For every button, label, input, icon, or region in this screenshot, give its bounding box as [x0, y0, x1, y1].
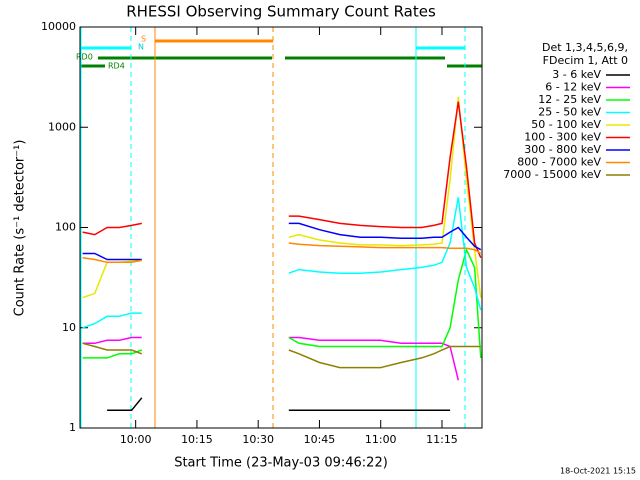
y-tick-label: 10 [62, 321, 76, 334]
series-line [82, 197, 482, 329]
series-line [82, 247, 482, 359]
flag-label: RD0 [76, 53, 93, 62]
footer: 18-Oct-2021 15:15 [560, 467, 636, 476]
series-line [82, 101, 482, 258]
legend-label: 100 - 300 keV [524, 131, 601, 144]
legend-title: Det 1,3,4,5,6,9, [542, 41, 628, 54]
chart-title: RHESSI Observing Summary Count Rates [126, 3, 436, 21]
legend-label: 3 - 6 keV [552, 68, 601, 81]
series-line [82, 342, 481, 369]
x-tick-label: 11:15 [426, 433, 458, 446]
y-tick-label: 10000 [41, 20, 76, 33]
x-tick-label: 10:30 [242, 433, 274, 446]
legend-label: 300 - 800 keV [524, 143, 601, 156]
x-axis-label: Start Time (23-May-03 09:46:22) [174, 456, 388, 471]
series-line [82, 242, 482, 264]
series-line [82, 336, 460, 381]
series-line [107, 397, 451, 412]
x-tick-label: 10:45 [304, 433, 336, 446]
flag-label: RD4 [108, 62, 125, 71]
y-tick-label: 1000 [48, 120, 76, 133]
y-axis-label: Count Rate (s⁻¹ detector⁻¹) [13, 140, 28, 317]
legend-label: 25 - 50 keV [538, 106, 601, 119]
x-tick-label: 10:00 [120, 433, 152, 446]
legend-label: 800 - 7000 keV [517, 156, 601, 169]
legend-label: 6 - 12 keV [545, 81, 601, 94]
legend-label: 7000 - 15000 keV [503, 168, 601, 181]
flag-label: N [138, 43, 144, 52]
flag-label: S [141, 35, 146, 44]
x-tick-label: 11:00 [365, 433, 397, 446]
y-tick-label: 100 [55, 221, 76, 234]
markers [80, 27, 466, 428]
y-tick-label: 1 [69, 421, 76, 434]
legend-label: 50 - 100 keV [531, 118, 601, 131]
flag-bars [80, 39, 482, 68]
legend-title: FDecim 1, Att 0 [543, 54, 628, 67]
x-tick-label: 10:15 [181, 433, 213, 446]
legend-label: 12 - 25 keV [538, 93, 601, 106]
series-line [82, 222, 482, 261]
